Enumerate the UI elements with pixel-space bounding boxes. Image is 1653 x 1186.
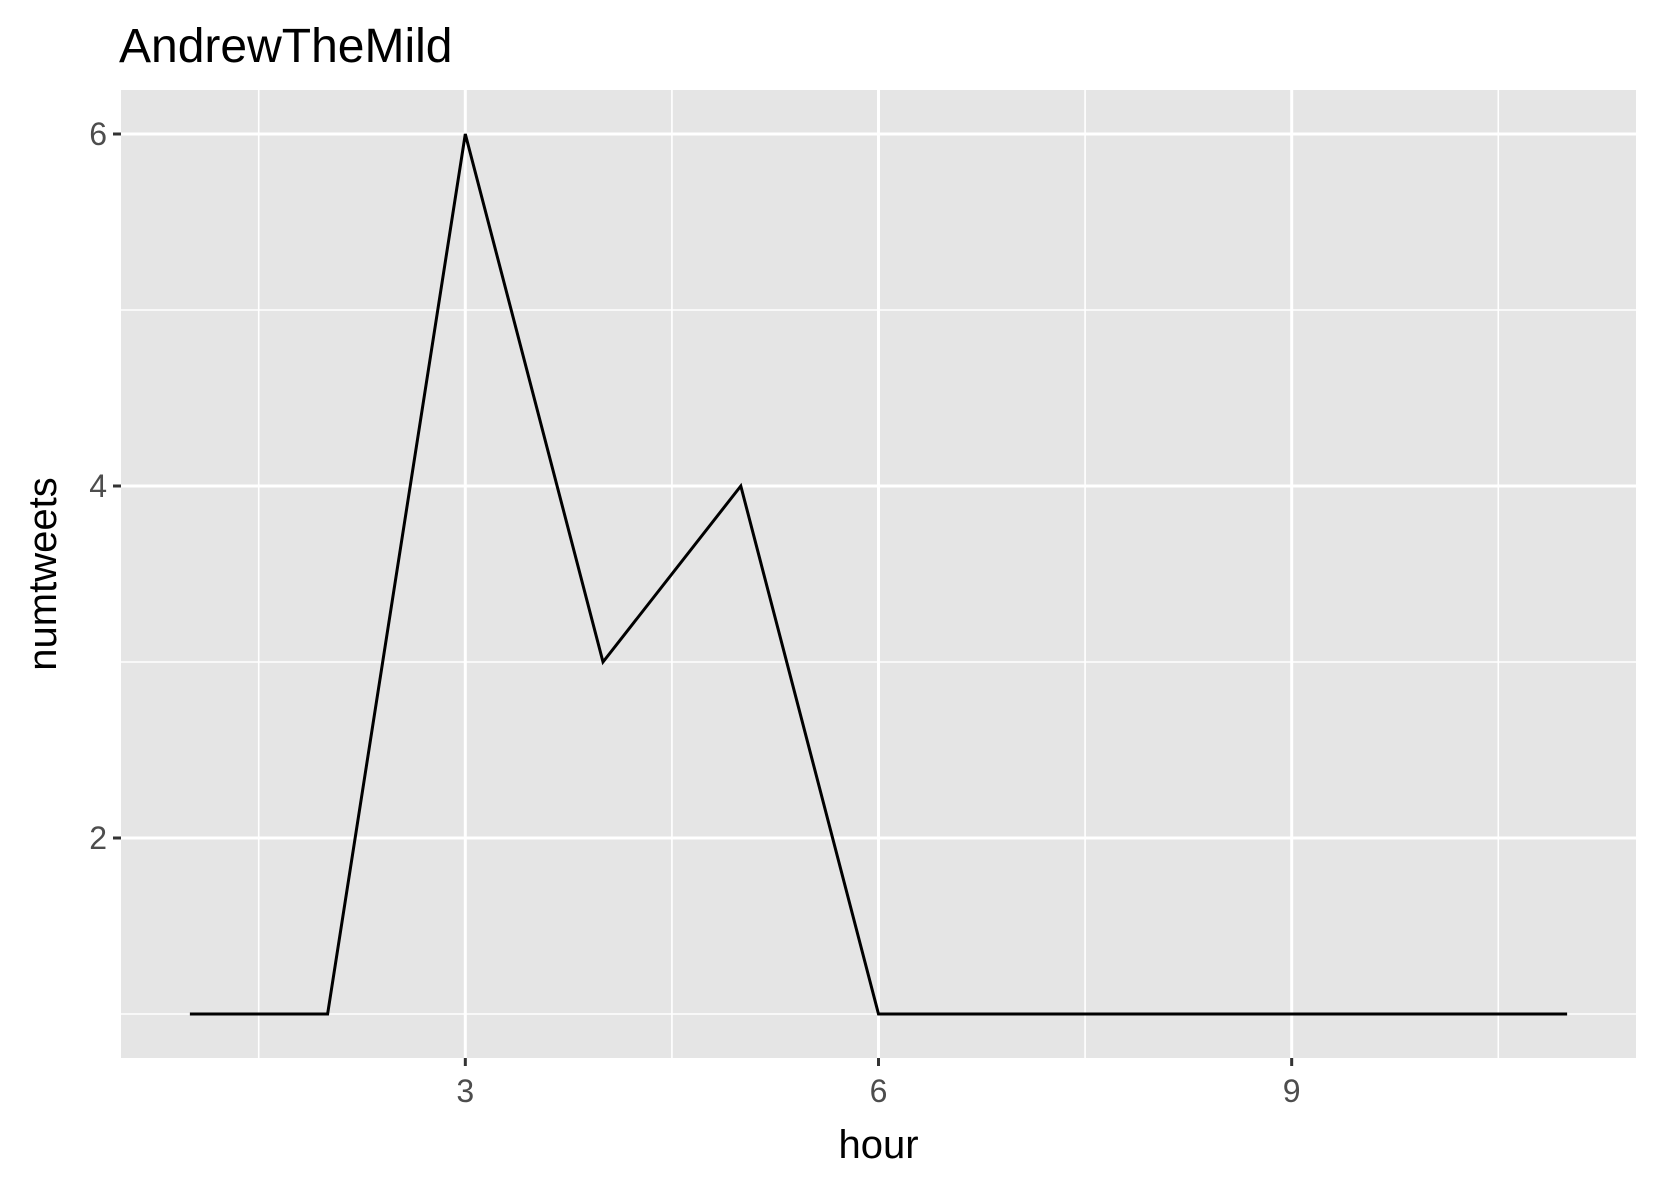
x-axis-title: hour	[838, 1123, 918, 1167]
y-tick-label: 2	[89, 820, 107, 856]
y-axis: 2 4 6	[89, 116, 121, 856]
x-tick-label: 3	[456, 1073, 474, 1109]
y-axis-title: numtweets	[21, 477, 65, 670]
y-tick-label: 6	[89, 116, 107, 152]
x-axis: 3 6 9	[456, 1058, 1300, 1109]
y-tick-label: 4	[89, 468, 107, 504]
x-tick-label: 6	[870, 1073, 888, 1109]
chart-title: AndrewTheMild	[119, 20, 452, 73]
x-tick-label: 9	[1283, 1073, 1301, 1109]
